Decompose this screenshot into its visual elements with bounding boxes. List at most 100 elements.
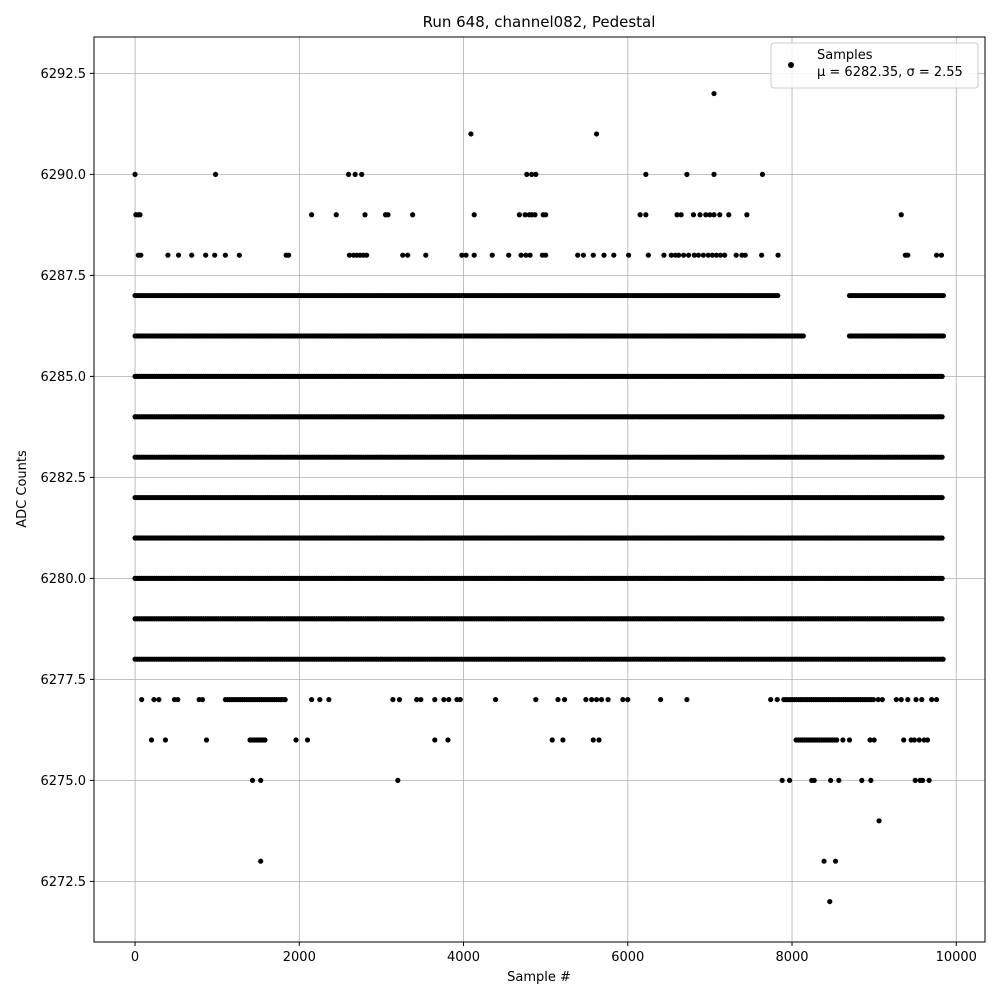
data-point <box>643 212 649 218</box>
data-point <box>676 252 682 258</box>
data-point <box>940 656 946 662</box>
data-point <box>441 696 447 703</box>
legend: Samples μ = 6282.35, σ = 2.55 <box>770 42 979 89</box>
y-tick-label: 6292.5 <box>41 67 87 82</box>
data-point <box>212 252 218 258</box>
data-point <box>445 737 451 743</box>
data-point <box>913 696 919 703</box>
data-point <box>352 171 358 177</box>
data-point <box>432 737 438 743</box>
data-point <box>506 252 512 258</box>
data-point <box>605 696 611 703</box>
x-tick-label: 6000 <box>611 950 644 965</box>
data-point <box>463 252 469 258</box>
data-point <box>690 212 697 218</box>
data-point <box>333 212 339 218</box>
data-point <box>924 737 931 743</box>
legend-marker <box>788 62 794 68</box>
data-points <box>132 90 947 905</box>
data-point <box>800 333 806 339</box>
data-point <box>939 373 945 379</box>
data-point <box>212 171 219 177</box>
data-point <box>138 252 144 258</box>
data-point <box>775 252 781 258</box>
data-point <box>543 252 549 258</box>
data-point <box>533 696 539 703</box>
data-point <box>364 252 370 258</box>
data-point <box>919 777 926 783</box>
data-point <box>589 696 595 703</box>
data-point <box>532 212 538 218</box>
data-point <box>940 292 947 299</box>
data-point <box>898 696 904 703</box>
data-point <box>249 777 256 783</box>
x-tick-label: 4000 <box>447 950 480 965</box>
data-point <box>911 737 917 743</box>
data-point <box>711 90 717 97</box>
data-point <box>489 252 495 258</box>
data-point <box>870 696 877 703</box>
data-point <box>309 212 315 218</box>
data-point <box>359 171 365 177</box>
data-point <box>601 252 607 258</box>
data-point <box>575 252 581 258</box>
data-point <box>282 696 288 703</box>
data-point <box>876 818 882 824</box>
data-point <box>345 171 352 177</box>
data-point <box>471 212 477 218</box>
data-point <box>457 696 463 703</box>
data-point <box>165 252 171 258</box>
data-point <box>236 252 242 258</box>
data-point <box>396 696 403 703</box>
data-point <box>711 212 717 218</box>
data-point <box>583 696 589 703</box>
data-point <box>939 414 945 420</box>
data-point <box>759 252 765 258</box>
y-tick-label: 6275.0 <box>41 774 87 789</box>
data-point <box>593 131 600 137</box>
x-tick-label: 8000 <box>775 950 808 965</box>
data-point <box>717 212 723 218</box>
data-point <box>590 252 596 258</box>
data-point <box>286 252 292 258</box>
data-point <box>162 737 169 743</box>
data-point <box>423 252 429 258</box>
data-point <box>742 252 748 258</box>
data-point <box>645 252 651 258</box>
data-point <box>834 737 840 743</box>
data-point <box>893 696 899 703</box>
data-point <box>132 171 138 177</box>
data-point <box>625 696 631 703</box>
data-point <box>395 777 401 783</box>
legend-series-name: Samples <box>817 48 873 63</box>
data-point <box>555 696 561 703</box>
data-point <box>700 252 706 258</box>
data-point <box>262 737 268 743</box>
data-point <box>695 252 702 258</box>
data-point <box>879 696 885 703</box>
data-point <box>684 696 690 703</box>
data-point <box>560 737 566 743</box>
data-point <box>836 777 842 783</box>
y-tick-label: 6290.0 <box>41 168 87 183</box>
data-point <box>258 858 264 864</box>
data-point <box>317 696 323 703</box>
data-point <box>759 171 766 177</box>
data-point <box>258 777 264 783</box>
data-point <box>901 737 907 743</box>
data-point <box>821 858 827 864</box>
data-point <box>533 171 539 177</box>
data-point <box>596 737 602 743</box>
data-point <box>590 737 596 743</box>
data-point <box>786 777 793 783</box>
x-tick-label: 2000 <box>283 950 316 965</box>
data-point <box>549 737 555 743</box>
data-point <box>811 777 817 783</box>
y-tick-label: 6287.5 <box>41 269 87 284</box>
data-point <box>828 777 834 783</box>
data-point <box>905 252 911 258</box>
data-point <box>697 212 703 218</box>
legend-stats: μ = 6282.35, σ = 2.55 <box>817 65 963 80</box>
data-point <box>840 737 846 743</box>
data-point <box>405 252 411 258</box>
